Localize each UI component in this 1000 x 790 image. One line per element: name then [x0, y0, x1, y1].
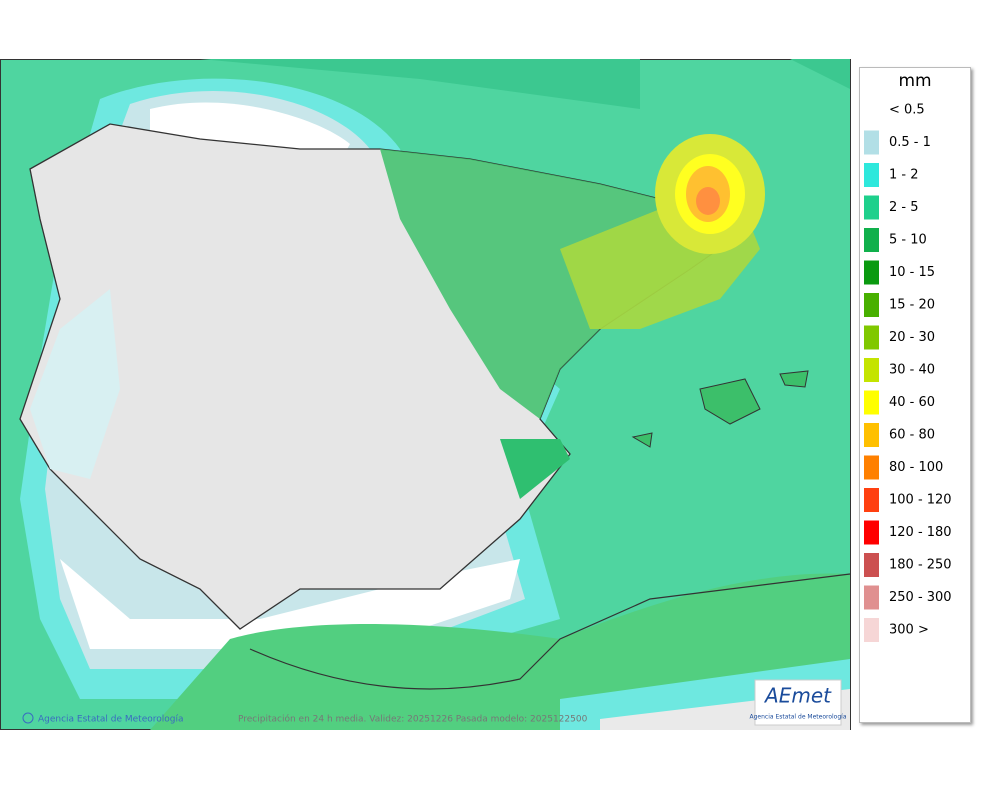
- legend-label: 0.5 - 1: [889, 135, 931, 150]
- legend-label: 100 - 120: [889, 493, 952, 508]
- legend-swatch: [864, 228, 879, 252]
- legend-label: 1 - 2: [889, 168, 919, 183]
- legend-svg: mm < 0.5 0.5 - 1 1 - 2 2 - 5 5 - 10 10 - 15 15…: [864, 71, 952, 642]
- legend-swatch: [864, 390, 879, 415]
- legend-swatch: [864, 260, 879, 285]
- legend-swatch: [864, 325, 879, 350]
- legend-swatch: [864, 358, 879, 382]
- mallorca: [699, 378, 761, 425]
- legend-label: 300 >: [889, 623, 929, 638]
- legend-swatch: [864, 520, 879, 545]
- legend-swatch: [864, 488, 879, 512]
- legend-label: 10 - 15: [889, 265, 935, 280]
- footer-credit: Agencia Estatal de Meteorología: [38, 715, 184, 725]
- legend-label: 30 - 40: [889, 363, 935, 378]
- logo-box: [754, 679, 842, 726]
- legend-unit: mm: [898, 71, 931, 91]
- legend-label: 60 - 80: [889, 428, 935, 443]
- legend-swatch: [864, 163, 879, 187]
- legend-label: 250 - 300: [889, 590, 952, 605]
- legend-label: < 0.5: [889, 103, 925, 118]
- map: AEmet Agencia Estatal de Meteorología Ag…: [0, 59, 851, 730]
- sea-band: [0, 59, 850, 109]
- legend-label: 120 - 180: [889, 525, 952, 540]
- legend-swatch: [864, 585, 879, 610]
- legend-swatch: [864, 423, 879, 447]
- legend-swatch: [864, 618, 879, 642]
- legend-label: 5 - 10: [889, 233, 927, 248]
- legend-label: 15 - 20: [889, 298, 935, 313]
- legend-swatch: [864, 553, 879, 577]
- portugal-wash: [30, 289, 120, 479]
- legend-label: 40 - 60: [889, 395, 935, 410]
- africa-coast: [249, 573, 851, 690]
- legend-swatch: [864, 195, 879, 220]
- legend-label: 80 - 100: [889, 460, 943, 475]
- legend: mm < 0.5 0.5 - 1 1 - 2 2 - 5 5 - 10 10 - 15 15…: [859, 67, 971, 723]
- logo-title: AEmet: [763, 684, 832, 708]
- logo-subtitle: Agencia Estatal de Meteorología: [750, 714, 847, 721]
- legend-label: 2 - 5: [889, 200, 919, 215]
- footer-info: Precipitación en 24 h media. Validez: 20…: [238, 714, 588, 725]
- rain-valencia: [500, 439, 570, 499]
- legend-label: 20 - 30: [889, 330, 935, 345]
- ibiza: [631, 432, 653, 448]
- legend-swatch: [864, 293, 879, 317]
- legend-swatch: [864, 130, 879, 155]
- legend-swatch: [864, 455, 879, 480]
- legend-label: 180 - 250: [889, 558, 952, 573]
- rain-80-100: [696, 187, 720, 215]
- menorca: [779, 370, 809, 388]
- copyright-icon: [22, 712, 34, 724]
